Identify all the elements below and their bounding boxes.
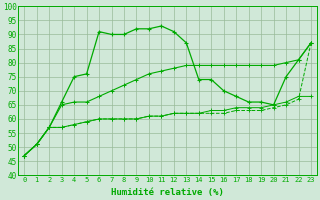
X-axis label: Humidité relative (%): Humidité relative (%) [111,188,224,197]
